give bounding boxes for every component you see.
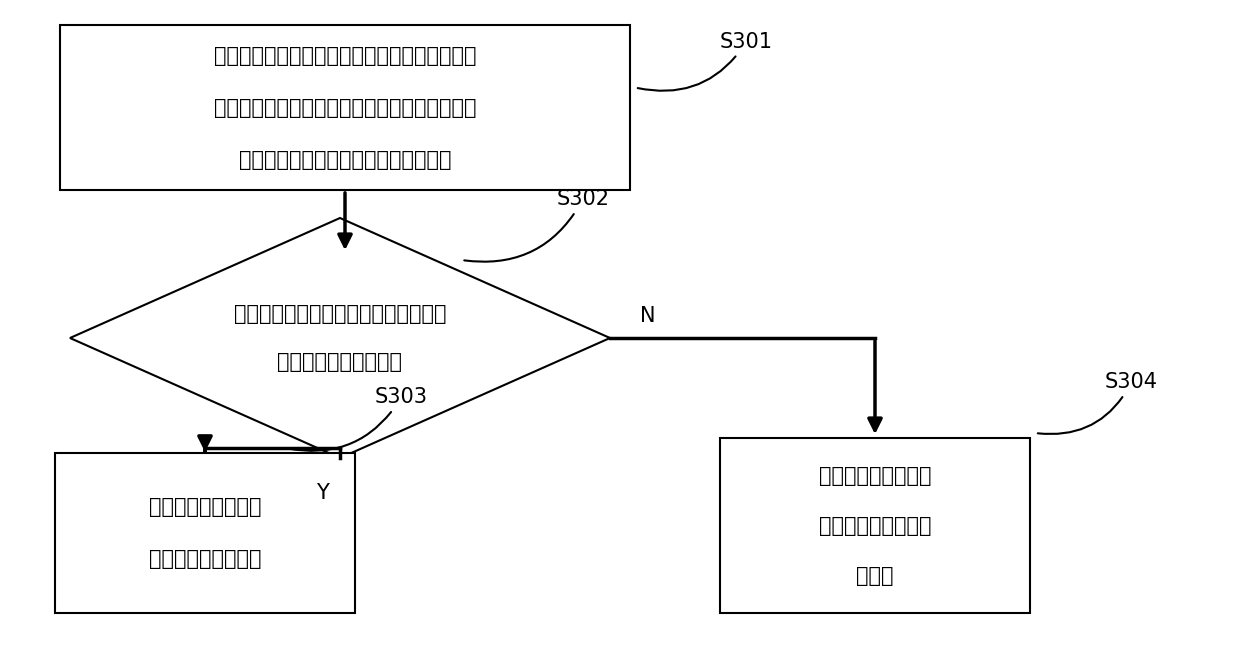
Text: 权操作: 权操作 (857, 566, 894, 585)
Bar (60, 25, 630, 190)
Text: Y: Y (315, 483, 329, 503)
Text: 件的标识信息是否匹配: 件的标识信息是否匹配 (278, 352, 403, 372)
Text: 流中定义的一些未授: 流中定义的一些未授 (818, 516, 931, 536)
Bar (720, 438, 1030, 613)
Text: 存储单元中读取可编程器件的标识信息: 存储单元中读取可编程器件的标识信息 (239, 150, 451, 170)
Polygon shape (69, 218, 610, 458)
Text: S304: S304 (1038, 372, 1158, 434)
Text: S303: S303 (288, 387, 428, 451)
Text: 执行设计中编程数据: 执行设计中编程数据 (818, 466, 931, 486)
Text: 导入编程数据流，读取所述编程数据流携带的标: 导入编程数据流，读取所述编程数据流携带的标 (213, 45, 476, 65)
Text: 编程数据流携带的标识信息与可编程器: 编程数据流携带的标识信息与可编程器 (234, 304, 446, 324)
Text: S301: S301 (637, 31, 773, 91)
Text: 根据所述编程数据流: 根据所述编程数据流 (149, 497, 262, 517)
Text: 配置所述可编程器件: 配置所述可编程器件 (149, 549, 262, 569)
Text: 识信息，并从可编程器件内嵌或外接的非易失性: 识信息，并从可编程器件内嵌或外接的非易失性 (213, 98, 476, 118)
Text: N: N (640, 306, 656, 326)
Text: S302: S302 (464, 189, 610, 262)
Bar (55, 453, 355, 613)
